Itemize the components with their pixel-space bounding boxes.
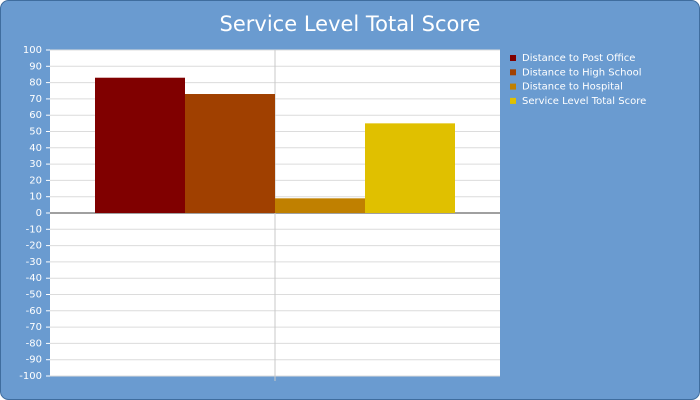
bar [95, 77, 185, 214]
y-tick-label: 0 [36, 208, 42, 219]
bar [185, 94, 275, 213]
y-tick-label: 60 [29, 110, 42, 121]
y-tick-label: 90 [29, 61, 42, 72]
y-tick-label: -90 [26, 355, 42, 366]
y-tick-label: -20 [26, 241, 42, 252]
y-tick-label: -70 [26, 322, 42, 333]
y-tick-label: -60 [26, 306, 42, 317]
y-tick-label: -80 [26, 338, 42, 349]
legend-swatch [510, 97, 516, 104]
legend-swatch [510, 69, 516, 76]
y-tick-label: -10 [26, 224, 42, 235]
legend-label: Distance to Post Office [522, 53, 635, 64]
chart-title: Service Level Total Score [220, 12, 481, 36]
labels: -100-90-80-70-60-50-40-30-20-10010203040… [19, 45, 42, 382]
y-tick-label: 70 [29, 94, 42, 105]
y-tick-label: 40 [29, 143, 42, 154]
y-tick-label: 100 [23, 45, 42, 56]
legend: Distance to Post Office Distance to High … [510, 53, 646, 107]
y-tick-label: -30 [26, 257, 42, 268]
y-tick-label: 80 [29, 78, 42, 89]
y-tick-label: 20 [29, 175, 42, 186]
y-tick-label: -100 [19, 371, 42, 382]
legend-label: Distance to Hospital [522, 82, 623, 93]
y-tick-label: -50 [26, 290, 42, 301]
legend-swatch [510, 83, 516, 90]
bars [95, 77, 455, 214]
y-tick-label: 50 [29, 127, 42, 138]
bar [365, 123, 455, 213]
legend-label: Service Level Total Score [522, 96, 646, 107]
legend-label: Distance to High School [522, 67, 641, 78]
y-tick-label: 30 [29, 159, 42, 170]
bar [275, 198, 365, 213]
legend-swatch [510, 55, 516, 61]
y-tick-label: -40 [26, 273, 42, 284]
y-tick-label: 10 [29, 192, 42, 203]
